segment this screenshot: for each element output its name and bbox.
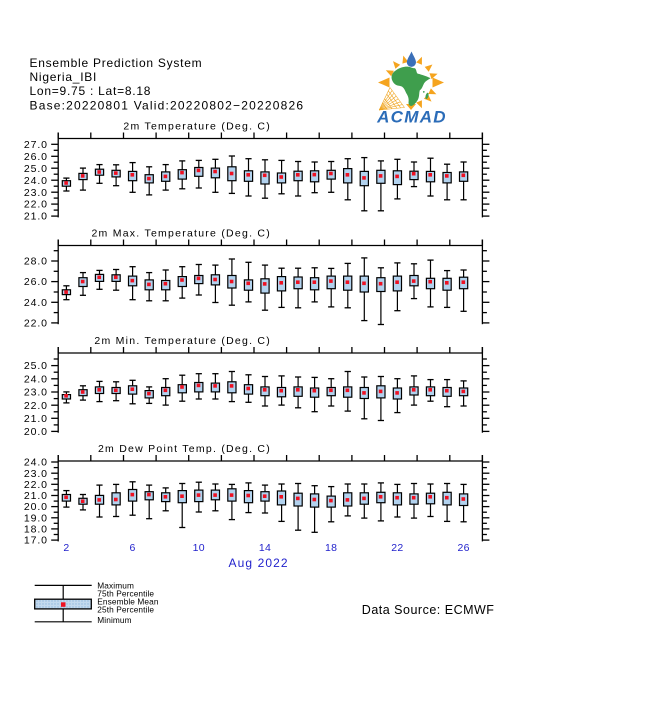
svg-text:14: 14 <box>259 542 271 554</box>
svg-text:23.0: 23.0 <box>24 187 48 199</box>
svg-text:20.0: 20.0 <box>24 501 48 513</box>
svg-text:24.0: 24.0 <box>24 457 48 469</box>
svg-text:ACMAD: ACMAD <box>376 107 447 126</box>
svg-text:25.0: 25.0 <box>24 360 48 372</box>
svg-text:21.0: 21.0 <box>24 413 48 425</box>
svg-text:Lon=9.75 : Lat=8.18: Lon=9.75 : Lat=8.18 <box>30 84 152 98</box>
svg-text:Data Source: ECMWF: Data Source: ECMWF <box>362 603 495 617</box>
svg-text:Ensemble Mean: Ensemble Mean <box>97 596 159 606</box>
svg-text:24.0: 24.0 <box>24 373 48 385</box>
svg-text:28.0: 28.0 <box>24 256 48 268</box>
svg-text:2m Max. Temperature (Deg. C): 2m Max. Temperature (Deg. C) <box>91 228 271 240</box>
svg-text:2: 2 <box>63 542 69 554</box>
svg-text:2m Temperature (Deg. C): 2m Temperature (Deg. C) <box>123 121 271 133</box>
svg-text:22.0: 22.0 <box>24 479 48 491</box>
svg-text:27.0: 27.0 <box>24 139 48 151</box>
svg-text:21.0: 21.0 <box>24 490 48 502</box>
svg-text:20.0: 20.0 <box>24 426 48 438</box>
svg-text:Aug 2022: Aug 2022 <box>229 556 289 570</box>
svg-text:25.0: 25.0 <box>24 163 48 175</box>
svg-text:Maximum: Maximum <box>97 581 134 591</box>
svg-text:26.0: 26.0 <box>24 276 48 288</box>
svg-text:24.0: 24.0 <box>24 175 48 187</box>
svg-text:26.0: 26.0 <box>24 151 48 163</box>
svg-text:22.0: 22.0 <box>24 400 48 412</box>
svg-text:19.0: 19.0 <box>24 512 48 524</box>
svg-text:24.0: 24.0 <box>24 297 48 309</box>
svg-text:2m Dew Point Temp. (Deg. C): 2m Dew Point Temp. (Deg. C) <box>98 443 271 455</box>
svg-text:23.0: 23.0 <box>24 387 48 399</box>
svg-text:6: 6 <box>130 542 136 554</box>
svg-text:Base:20220801 Valid:20220802−2: Base:20220801 Valid:20220802−20220826 <box>30 98 305 112</box>
svg-text:Minimum: Minimum <box>97 615 131 625</box>
svg-text:22: 22 <box>391 542 403 554</box>
svg-text:22.0: 22.0 <box>24 199 48 211</box>
svg-text:18.0: 18.0 <box>24 524 48 536</box>
svg-text:25th Percentile: 25th Percentile <box>97 604 154 614</box>
svg-text:Nigeria_IBI: Nigeria_IBI <box>30 70 98 84</box>
svg-text:21.0: 21.0 <box>24 211 48 223</box>
svg-text:26: 26 <box>457 542 469 554</box>
svg-text:22.0: 22.0 <box>24 318 48 330</box>
svg-text:10: 10 <box>193 542 205 554</box>
svg-text:18: 18 <box>325 542 337 554</box>
svg-text:75th Percentile: 75th Percentile <box>97 589 154 599</box>
svg-text:17.0: 17.0 <box>24 535 48 547</box>
svg-text:2m Min. Temperature (Deg. C): 2m Min. Temperature (Deg. C) <box>94 335 271 347</box>
svg-text:Ensemble Prediction System: Ensemble Prediction System <box>30 56 203 70</box>
svg-text:23.0: 23.0 <box>24 468 48 480</box>
